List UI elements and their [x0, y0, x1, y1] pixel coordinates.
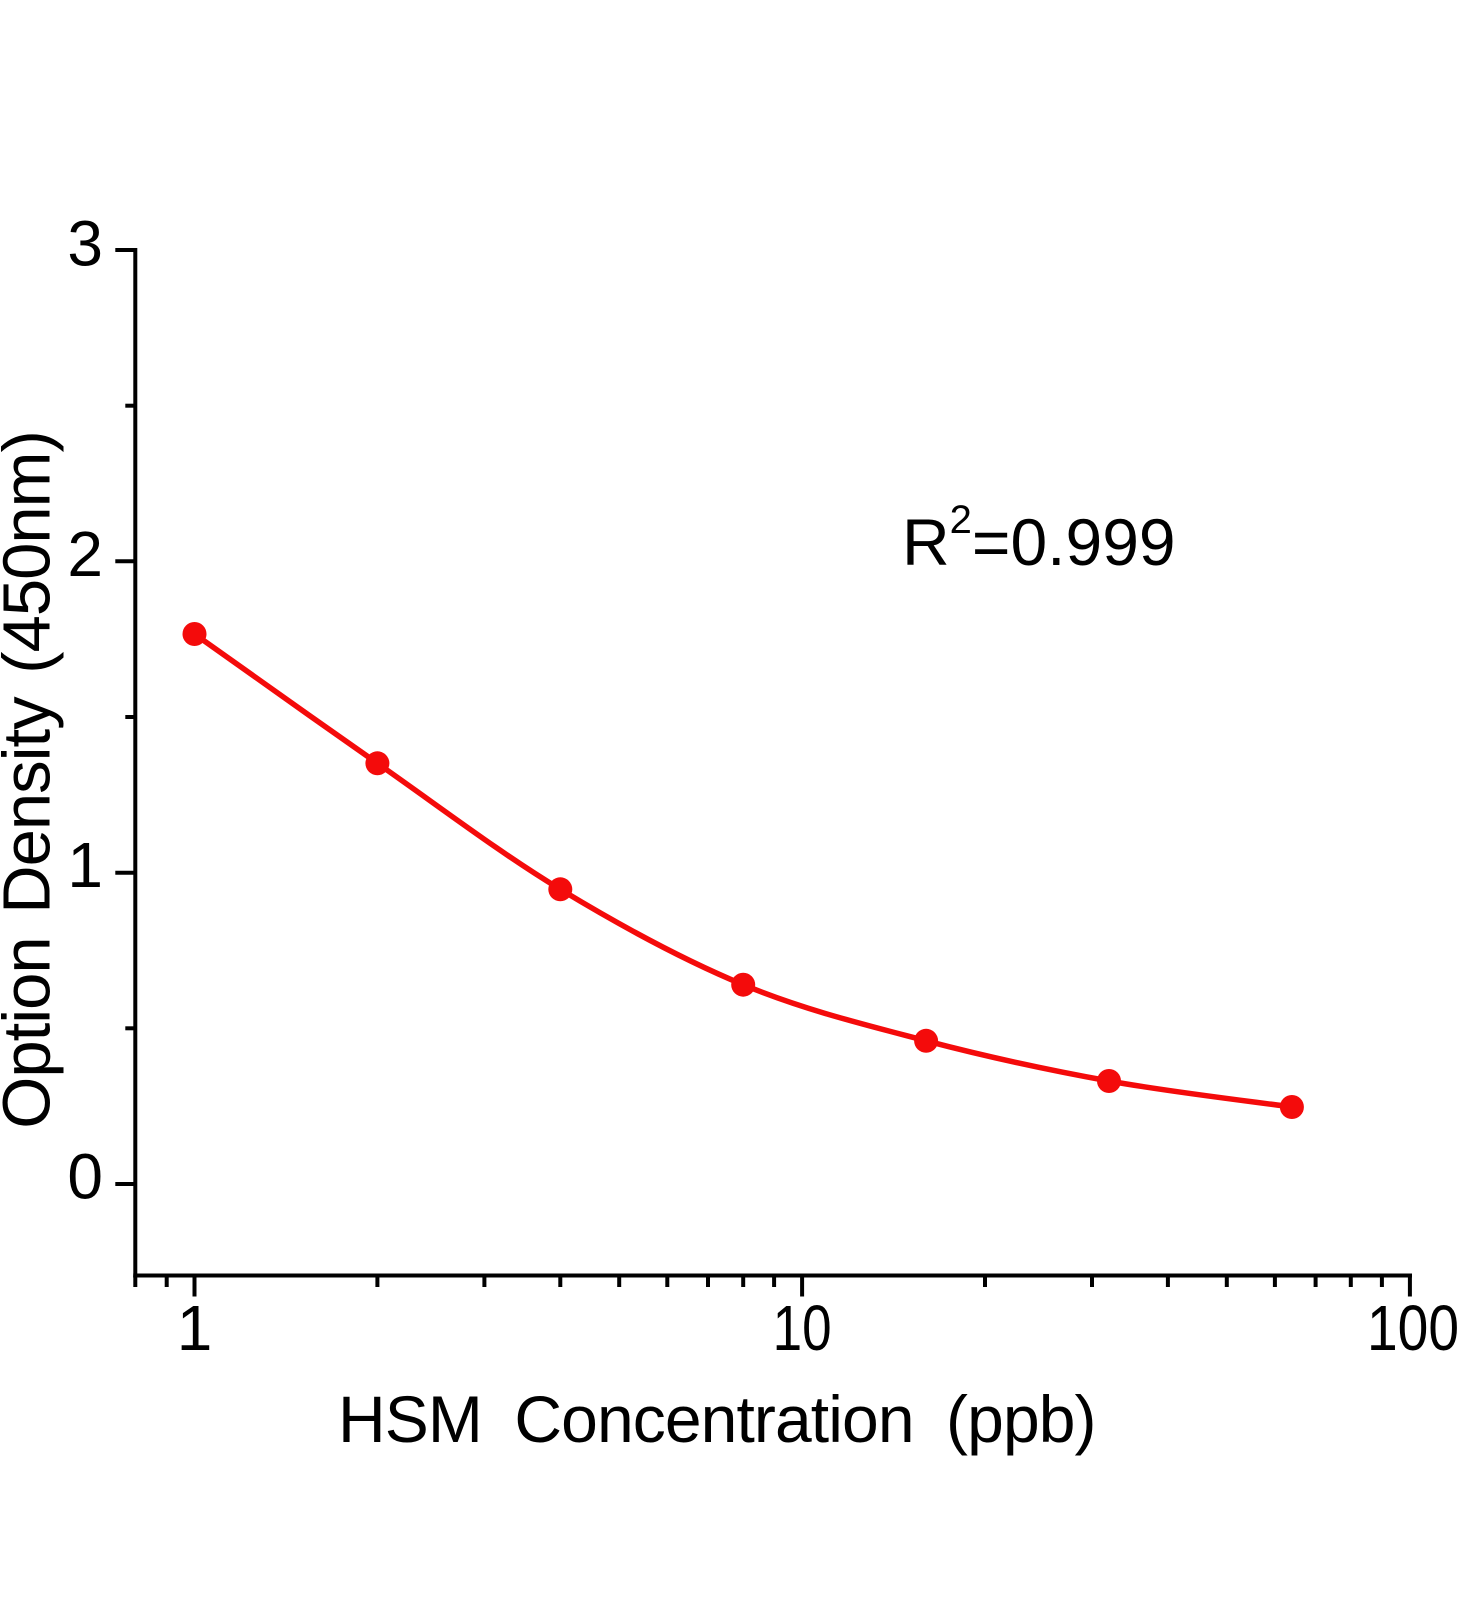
svg-text:0: 0 [67, 1141, 103, 1213]
svg-text:HSM Concentration (ppb): HSM Concentration (ppb) [338, 1382, 1096, 1456]
svg-text:2: 2 [67, 518, 103, 590]
svg-text:1: 1 [177, 1292, 213, 1364]
svg-text:10: 10 [773, 1292, 832, 1364]
svg-text:3: 3 [67, 208, 103, 280]
svg-text:Option Density (450nm): Option Density (450nm) [0, 431, 65, 1129]
svg-text:R2=0.999: R2=0.999 [902, 498, 1176, 579]
svg-text:100: 100 [1367, 1292, 1459, 1364]
svg-text:1: 1 [67, 829, 103, 901]
